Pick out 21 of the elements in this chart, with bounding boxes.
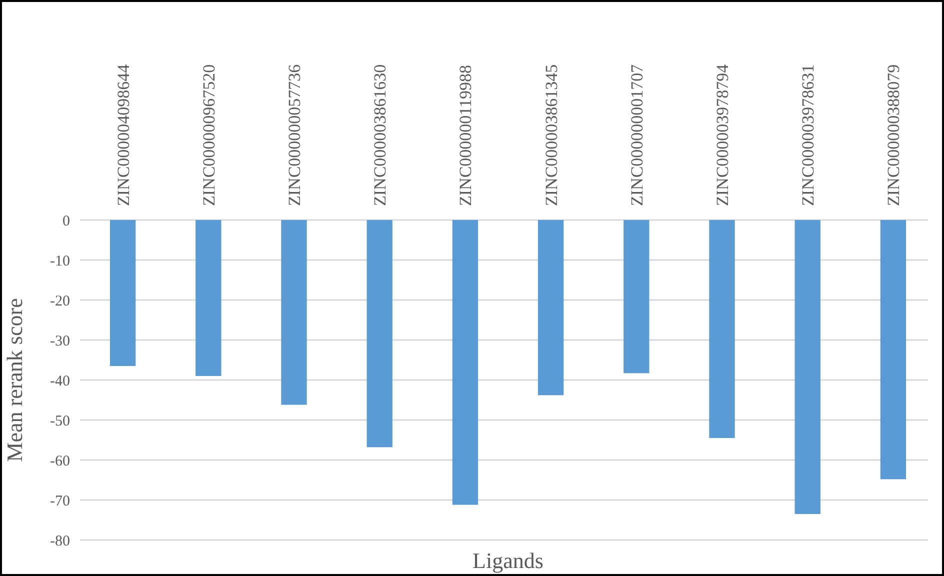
x-tick-label: ZINC000000001707 <box>627 64 646 206</box>
y-tick-label: -60 <box>50 453 70 470</box>
y-tick-label: 0 <box>62 213 70 230</box>
x-tick-label: ZINC000003861345 <box>542 64 561 206</box>
y-tick-label: -80 <box>50 533 70 550</box>
x-tick-label: ZINC000003978794 <box>712 64 732 206</box>
x-tick-label: ZINC000000388079 <box>884 64 904 206</box>
y-axis-title: Mean rerank score <box>2 298 27 462</box>
y-tick-label: -30 <box>50 333 70 350</box>
x-tick-label: ZINC000000967520 <box>199 64 218 206</box>
y-tick-label: -70 <box>50 493 70 510</box>
x-tick-label: ZINC000003978631 <box>798 64 818 206</box>
y-tick-label: -20 <box>50 293 70 310</box>
y-tick-label: -40 <box>50 373 70 390</box>
x-axis-title: Ligands <box>472 548 544 573</box>
x-tick-label: ZINC000004098644 <box>114 64 133 206</box>
y-tick-label: -10 <box>50 253 70 270</box>
y-tick-label: -50 <box>50 413 70 430</box>
x-tick-label: ZINC000003861630 <box>370 64 390 206</box>
x-tick-label: ZINC000000057736 <box>284 64 304 206</box>
x-tick-label: ZINC000000119988 <box>456 64 476 206</box>
